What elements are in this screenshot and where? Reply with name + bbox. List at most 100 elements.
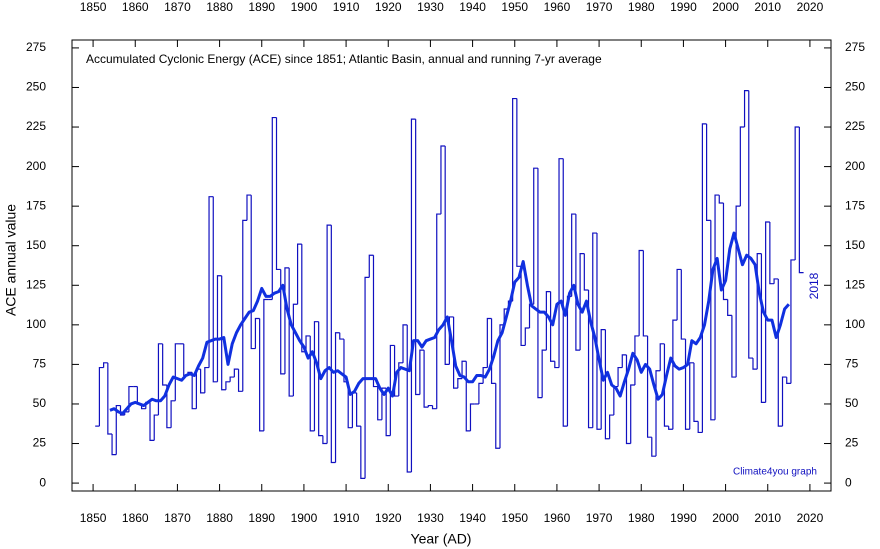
annual-step [625,354,631,445]
annual-step [499,324,505,449]
annual-step [448,316,454,365]
y-axis-label: ACE annual value [3,204,19,316]
annual-step [752,358,758,370]
y-tick-label-right: 0 [845,475,852,489]
x-tick-label-top: 1860 [122,0,149,14]
annual-step [731,315,737,378]
x-tick-label: 1880 [206,511,233,525]
y-tick-label: 0 [39,475,46,489]
annual-step [541,349,547,398]
x-tick-label-top: 1990 [670,0,697,14]
annual-step [166,384,172,429]
credit: Climate4you graph [733,467,817,478]
y-tick-label: 175 [26,198,46,212]
annual-step [794,126,800,260]
annual-step [157,343,163,416]
x-tick-label: 2000 [712,511,739,525]
annual-step [280,269,285,375]
annual-step [604,329,610,440]
x-tick-label: 2010 [754,511,781,525]
annual-step [516,98,522,267]
annual-step [659,343,665,371]
x-tick-label-top: 2020 [797,0,824,14]
annual-step [486,317,492,368]
annual-step [225,381,231,390]
annual-step [296,243,302,305]
annual-step [482,366,488,384]
x-tick-label: 1930 [417,511,444,525]
annual-step [136,386,142,405]
annual-step [554,361,560,369]
annual-step [748,90,753,359]
annual-step [587,290,593,429]
x-tick-label: 1910 [333,511,360,525]
annual-step [326,224,332,444]
x-tick-label: 2020 [797,511,824,525]
annual-step [216,275,222,382]
annual-step [676,268,682,321]
annual-step [663,343,669,427]
annual-step [242,219,247,392]
annual-step [655,370,661,457]
y-tick-label-right: 150 [845,238,865,252]
annual-step [689,362,694,430]
annual-step [735,205,741,378]
annual-step [246,194,252,221]
annual-step [372,255,378,388]
y-tick-label: 225 [26,119,46,133]
x-tick-label-top: 1850 [80,0,107,14]
annual-step [170,400,176,428]
annual-step [512,97,517,302]
y-tick-label: 125 [26,277,46,291]
annual-step [111,434,117,456]
y-tick-label-right: 50 [845,396,859,410]
annual-step [440,145,446,215]
annual-step [419,349,425,395]
x-axis-label: Year (AD) [411,531,472,547]
x-tick-label-top: 1940 [459,0,486,14]
annual-step [162,343,167,386]
annual-step [309,335,315,432]
annual-step [537,168,543,399]
annual-step [478,382,484,404]
annual-step [351,392,357,428]
y-tick-label-right: 200 [845,159,865,173]
plot-frame [71,39,832,492]
annual-step [680,269,686,340]
annual-step [98,366,104,427]
x-tick-label-top: 1880 [206,0,233,14]
x-tick-label-top: 1960 [544,0,571,14]
annual-step [672,319,678,430]
annual-step [693,362,699,422]
annual-step [259,318,264,432]
annual-step [301,244,307,353]
annual-step [642,250,648,337]
annual-step [469,403,475,431]
annual-step [773,278,779,284]
annual-step [710,220,716,421]
annual-step [436,213,441,409]
annual-step [549,291,555,362]
annual-step [444,146,450,366]
annual-step [583,253,589,291]
y-tick-label: 100 [26,317,46,331]
annual-step [318,321,323,437]
annual-step [402,324,408,363]
annual-step [381,387,387,420]
annual-step [533,167,538,305]
annual-step [651,437,657,457]
annual-step [423,350,429,408]
annual-step [777,278,783,427]
y-tick-label: 250 [26,80,46,94]
annual-step [364,276,370,479]
annual-step [756,253,762,370]
x-tick-label: 1900 [291,511,318,525]
annual-step [701,123,707,433]
annual-step [718,195,724,204]
annual-step [385,388,391,437]
x-tick-label: 1860 [122,511,149,525]
x-tick-label-top: 1900 [291,0,318,14]
annual-step [765,221,770,403]
annual-step [393,345,399,397]
